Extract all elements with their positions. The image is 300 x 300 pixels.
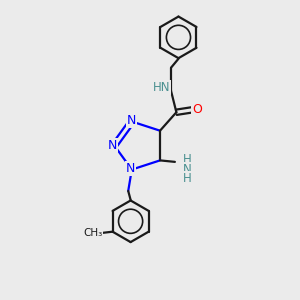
Text: HN: HN [153, 81, 170, 94]
Text: N: N [182, 163, 191, 176]
Text: N: N [127, 114, 136, 128]
Text: N: N [107, 139, 117, 152]
Text: H: H [182, 153, 191, 166]
Text: H: H [182, 172, 191, 185]
Text: CH₃: CH₃ [83, 228, 103, 238]
Text: N: N [126, 163, 135, 176]
Text: O: O [192, 103, 202, 116]
